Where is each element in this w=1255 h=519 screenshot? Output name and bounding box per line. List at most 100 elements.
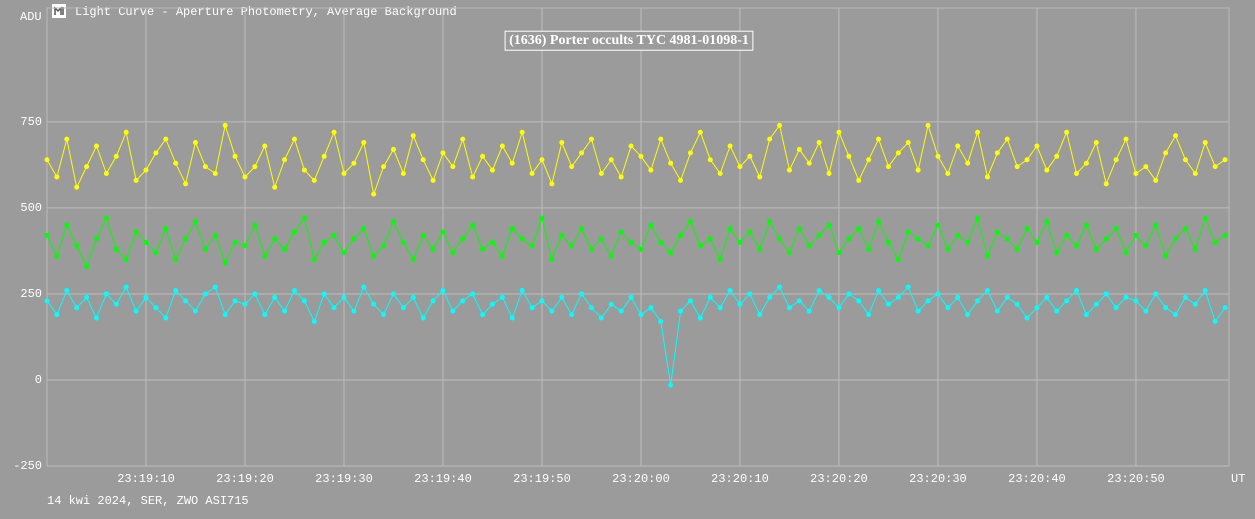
data-point: [796, 298, 802, 304]
x-tick-label: 23:20:20: [810, 472, 868, 486]
data-point: [489, 301, 495, 307]
data-point: [232, 153, 238, 159]
x-tick-label: 23:19:40: [414, 472, 472, 486]
data-point: [371, 253, 377, 259]
data-point: [420, 232, 426, 238]
data-point: [499, 294, 505, 300]
data-point: [1182, 226, 1188, 232]
data-point: [648, 305, 654, 311]
data-point: [361, 226, 367, 232]
data-point: [1034, 239, 1040, 245]
data-point: [440, 288, 446, 294]
data-point: [54, 312, 60, 318]
data-point: [717, 171, 723, 177]
data-point: [499, 143, 505, 149]
data-point: [628, 239, 634, 245]
data-point: [678, 232, 684, 238]
data-point: [351, 308, 357, 314]
data-point: [410, 257, 416, 263]
data-point: [1202, 140, 1208, 146]
data-point: [519, 129, 525, 135]
data-point: [856, 298, 862, 304]
x-tick-label: 23:19:30: [315, 472, 373, 486]
data-point: [1163, 305, 1169, 311]
data-point: [767, 294, 773, 300]
data-point: [1143, 243, 1149, 249]
y-tick-label: 0: [35, 373, 42, 387]
data-point: [1064, 232, 1070, 238]
data-point: [1123, 136, 1129, 142]
data-point: [222, 260, 228, 266]
data-point: [549, 257, 555, 263]
data-point: [44, 298, 50, 304]
data-point: [529, 171, 535, 177]
data-point: [1034, 305, 1040, 311]
data-point: [242, 174, 248, 180]
data-point: [757, 174, 763, 180]
data-point: [1192, 301, 1198, 307]
data-point: [984, 288, 990, 294]
data-point: [1054, 153, 1060, 159]
data-point: [341, 250, 347, 256]
data-point: [579, 226, 585, 232]
data-point: [450, 164, 456, 170]
data-point: [707, 236, 713, 242]
data-point: [183, 298, 189, 304]
data-point: [450, 308, 456, 314]
x-tick-label: 23:19:20: [216, 472, 274, 486]
data-point: [737, 301, 743, 307]
data-point: [1163, 253, 1169, 259]
data-point: [381, 312, 387, 318]
data-point: [1103, 181, 1109, 187]
y-axis-label: ADU: [20, 10, 42, 24]
data-point: [301, 167, 307, 173]
data-point: [331, 232, 337, 238]
data-point: [628, 143, 634, 149]
data-point: [539, 298, 545, 304]
data-point: [618, 229, 624, 235]
data-point: [44, 232, 50, 238]
data-point: [786, 305, 792, 311]
data-point: [1153, 222, 1159, 228]
data-point: [499, 253, 505, 259]
data-point: [153, 305, 159, 311]
data-point: [192, 140, 198, 146]
data-point: [747, 291, 753, 297]
data-point: [915, 308, 921, 314]
data-point: [687, 298, 693, 304]
data-point: [321, 153, 327, 159]
data-point: [123, 257, 129, 263]
data-point: [480, 312, 486, 318]
data-point: [460, 136, 466, 142]
data-point: [569, 243, 575, 249]
data-point: [410, 294, 416, 300]
data-point: [1064, 298, 1070, 304]
data-point: [311, 318, 317, 324]
data-point: [777, 236, 783, 242]
data-point: [64, 136, 70, 142]
data-point: [103, 215, 109, 221]
data-point: [93, 143, 99, 149]
data-point: [905, 140, 911, 146]
data-point: [133, 229, 139, 235]
data-point: [757, 246, 763, 252]
x-axis-label: UT: [1231, 472, 1245, 486]
data-point: [638, 312, 644, 318]
data-point: [84, 164, 90, 170]
data-point: [717, 257, 723, 263]
data-point: [1222, 232, 1228, 238]
data-point: [1212, 239, 1218, 245]
data-point: [945, 246, 951, 252]
data-point: [935, 291, 941, 297]
data-point: [598, 315, 604, 321]
x-tick-label: 23:19:50: [513, 472, 571, 486]
data-point: [460, 236, 466, 242]
data-point: [282, 246, 288, 252]
data-point: [1004, 294, 1010, 300]
data-point: [1083, 222, 1089, 228]
data-point: [588, 136, 594, 142]
data-point: [183, 236, 189, 242]
data-point: [232, 239, 238, 245]
data-point: [1044, 167, 1050, 173]
data-point: [638, 153, 644, 159]
